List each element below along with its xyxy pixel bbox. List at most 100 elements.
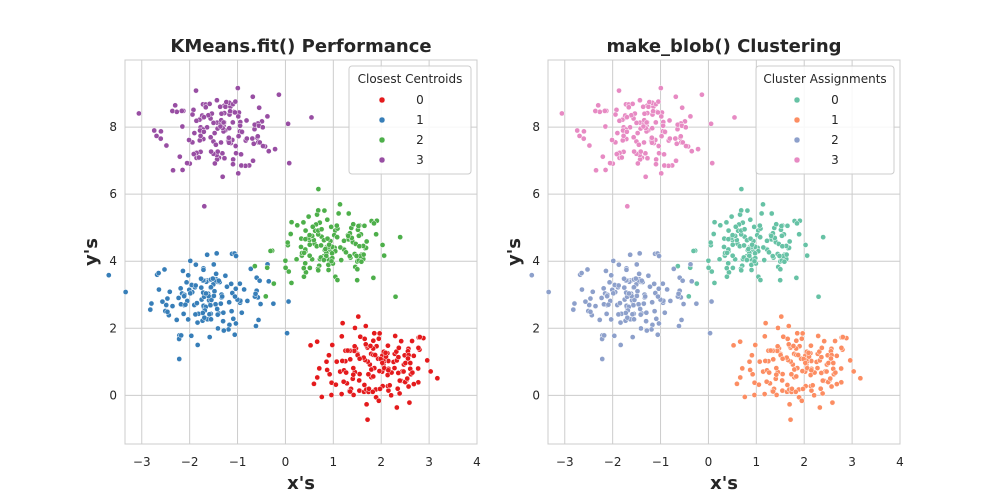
scatter-point-series-1	[284, 330, 290, 337]
scatter-point-series-0	[370, 337, 377, 344]
scatter-point-series-0	[362, 323, 369, 329]
scatter-point-series-3	[249, 135, 256, 142]
scatter-point-series-3	[653, 161, 659, 168]
scatter-point-series-1	[829, 399, 836, 406]
scatter-point-series-0	[307, 342, 314, 349]
scatter-point-series-2	[670, 266, 677, 272]
scatter-point-series-3	[201, 203, 208, 210]
scatter-point-series-1	[192, 282, 199, 289]
scatter-point-series-1	[800, 386, 806, 392]
scatter-point-series-2	[300, 265, 307, 271]
scatter-point-series-2	[301, 273, 307, 280]
scatter-point-series-0	[685, 293, 692, 300]
y-tick-label: 6	[109, 187, 117, 201]
scatter-point-series-0	[793, 275, 800, 281]
scatter-point-series-0	[751, 224, 758, 230]
scatter-point-series-2	[655, 285, 662, 292]
scatter-point-series-0	[760, 244, 767, 251]
scatter-point-series-1	[737, 374, 744, 381]
x-tick-label: 3	[848, 455, 856, 469]
scatter-point-series-0	[732, 223, 739, 230]
scatter-point-series-2	[617, 342, 624, 348]
scatter-point-series-3	[229, 119, 236, 126]
scatter-point-series-1	[175, 295, 182, 301]
scatter-point-series-0	[705, 257, 712, 264]
scatter-point-series-2	[599, 356, 606, 362]
scatter-point-series-1	[786, 401, 793, 408]
scatter-point-series-2	[397, 234, 404, 240]
scatter-point-series-3	[593, 167, 599, 174]
scatter-point-series-2	[579, 286, 585, 293]
scatter-point-series-3	[211, 130, 218, 136]
scatter-point-series-3	[655, 143, 662, 149]
scatter-point-series-1	[847, 357, 854, 364]
chart-title: make_blob() Clustering	[606, 36, 841, 57]
scatter-point-series-2	[321, 207, 328, 214]
scatter-point-series-2	[626, 290, 632, 297]
scatter-point-series-3	[200, 128, 207, 135]
scatter-point-series-1	[838, 345, 845, 351]
y-tick-label: 0	[532, 388, 540, 402]
scatter-point-series-1	[792, 388, 799, 395]
scatter-point-series-2	[627, 251, 633, 258]
scatter-point-series-2	[643, 309, 650, 316]
scatter-point-series-3	[601, 108, 608, 114]
scatter-point-series-1	[799, 330, 806, 337]
scatter-point-series-2	[592, 303, 599, 309]
scatter-point-series-2	[649, 299, 655, 306]
scatter-point-series-2	[653, 315, 660, 322]
scatter-point-series-2	[610, 258, 617, 264]
scatter-point-series-2	[356, 243, 363, 250]
scatter-point-series-0	[376, 330, 383, 337]
scatter-point-series-0	[416, 334, 423, 340]
chart-title: KMeans.fit() Performance	[170, 36, 431, 57]
scatter-point-series-0	[693, 280, 700, 287]
scatter-point-series-1	[217, 300, 224, 307]
scatter-point-series-0	[710, 231, 717, 237]
scatter-point-series-3	[624, 203, 631, 210]
scatter-point-series-3	[286, 160, 293, 166]
scatter-point-series-1	[770, 388, 776, 395]
scatter-point-series-0	[366, 385, 372, 392]
scatter-point-series-3	[239, 128, 245, 135]
scatter-point-series-0	[690, 248, 697, 254]
scatter-point-series-2	[337, 244, 344, 251]
scatter-point-series-0	[769, 253, 776, 259]
scatter-point-series-3	[136, 110, 142, 117]
scatter-point-series-3	[176, 153, 183, 160]
scatter-point-series-0	[396, 377, 403, 384]
scatter-point-series-2	[643, 318, 649, 325]
scatter-point-series-0	[338, 391, 345, 397]
scatter-point-series-0	[365, 371, 372, 378]
scatter-point-series-2	[651, 308, 658, 315]
scatter-point-series-3	[648, 134, 655, 141]
scatter-point-series-2	[323, 252, 330, 259]
scatter-point-series-0	[394, 404, 400, 411]
scatter-point-series-1	[220, 327, 227, 334]
scatter-point-series-1	[752, 342, 759, 348]
scatter-point-series-2	[302, 260, 309, 267]
scatter-point-series-3	[259, 124, 266, 131]
scatter-point-series-1	[746, 358, 753, 365]
scatter-point-series-1	[811, 392, 817, 399]
scatter-point-series-0	[367, 343, 374, 349]
scatter-point-series-2	[589, 288, 596, 295]
scatter-point-series-3	[184, 160, 190, 166]
scatter-point-series-3	[652, 119, 659, 126]
scatter-point-series-0	[350, 371, 357, 378]
scatter-point-series-1	[255, 317, 262, 323]
scatter-point-series-1	[819, 377, 826, 384]
legend-label-3: 3	[416, 153, 424, 167]
scatter-point-series-3	[250, 157, 256, 164]
scatter-point-series-0	[314, 338, 320, 345]
scatter-point-series-0	[786, 238, 793, 245]
legend-label-2: 2	[416, 133, 424, 147]
scatter-point-series-0	[400, 368, 407, 375]
scatter-point-series-0	[794, 220, 800, 227]
scatter-point-series-2	[629, 311, 636, 318]
scatter-point-series-0	[756, 222, 763, 229]
scatter-point-series-3	[673, 140, 680, 147]
scatter-point-series-0	[398, 338, 405, 344]
scatter-point-series-3	[226, 125, 233, 132]
scatter-point-series-0	[355, 313, 362, 320]
